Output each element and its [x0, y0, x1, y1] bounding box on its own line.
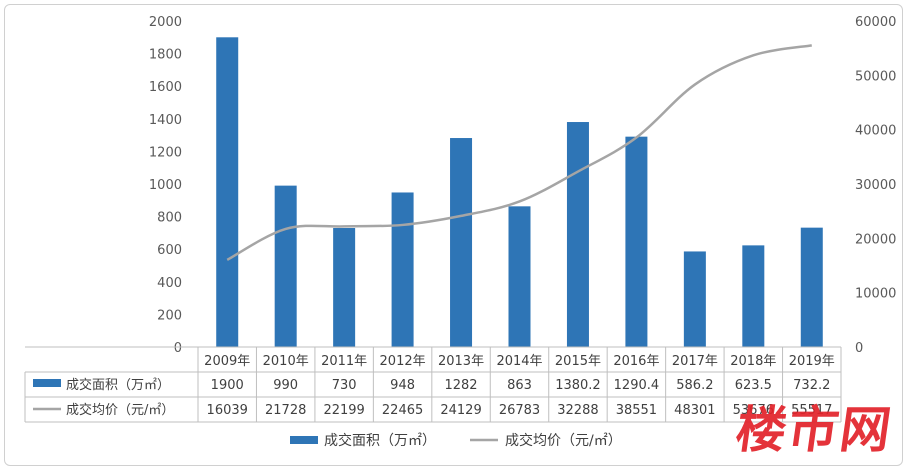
area-value-cell: 1380.2 — [555, 378, 601, 393]
area-value-cell: 1900 — [211, 378, 244, 393]
y-right-tick-label: 30000 — [855, 178, 896, 193]
y-right-tick-label: 0 — [855, 341, 863, 356]
bar — [333, 228, 356, 347]
area-value-cell: 863 — [507, 378, 532, 393]
price-value-cell: 24129 — [440, 403, 481, 418]
bar — [625, 136, 648, 347]
y-left-tick-label: 1200 — [149, 145, 182, 160]
category-label: 2011年 — [321, 354, 367, 369]
y-left-tick-label: 1400 — [149, 113, 182, 128]
y-right-tick-label: 10000 — [855, 287, 896, 302]
y-left-tick-label: 1000 — [149, 178, 182, 193]
bar — [683, 251, 706, 347]
bar — [800, 227, 823, 347]
price-value-cell: 32288 — [557, 403, 598, 418]
area-value-cell: 586.2 — [676, 378, 713, 393]
area-value-cell: 730 — [332, 378, 357, 393]
area-legend-key — [33, 379, 61, 387]
price-value-cell: 26783 — [499, 403, 540, 418]
legend-bar-swatch — [290, 436, 318, 444]
price-row-header: 成交均价（元/㎡） — [66, 402, 174, 418]
y-right-tick-label: 20000 — [855, 232, 896, 247]
area-value-cell: 1290.4 — [614, 378, 660, 393]
area-value-cell: 732.2 — [793, 378, 830, 393]
bar — [508, 206, 531, 347]
price-value-cell: 48301 — [674, 403, 715, 418]
y-right-tick-label: 60000 — [855, 15, 896, 30]
bar — [216, 37, 239, 348]
category-label: 2009年 — [204, 354, 250, 369]
category-label: 2012年 — [380, 354, 426, 369]
category-label: 2013年 — [438, 354, 484, 369]
category-label: 2016年 — [613, 354, 659, 369]
bar — [742, 245, 765, 347]
y-left-tick-label: 1800 — [149, 48, 182, 63]
category-label: 2018年 — [730, 354, 776, 369]
chart-frame — [4, 4, 903, 466]
price-line — [226, 44, 812, 261]
y-right-tick-label: 40000 — [855, 124, 896, 139]
category-label: 2019年 — [789, 354, 835, 369]
area-value-cell: 1282 — [444, 378, 477, 393]
price-value-cell: 22199 — [323, 403, 364, 418]
y-left-tick-label: 1600 — [149, 80, 182, 95]
y-left-tick-label: 600 — [157, 243, 182, 258]
watermark-logo: 楼市网 — [732, 401, 897, 459]
legend-price-label: 成交均价（元/㎡） — [505, 432, 622, 449]
category-label: 2014年 — [496, 354, 542, 369]
category-label: 2017年 — [672, 354, 718, 369]
y-left-tick-label: 0 — [174, 341, 182, 356]
bar — [391, 192, 414, 347]
y-left-tick-label: 200 — [157, 308, 182, 323]
price-value-cell: 55517 — [791, 403, 832, 418]
price-value-cell: 22465 — [382, 403, 423, 418]
category-label: 2010年 — [263, 354, 309, 369]
category-label: 2015年 — [555, 354, 601, 369]
area-value-cell: 948 — [390, 378, 415, 393]
bar — [450, 138, 473, 347]
area-row-header: 成交面积（万㎡） — [66, 377, 170, 393]
y-left-tick-label: 2000 — [149, 15, 182, 30]
legend-area-label: 成交面积（万㎡） — [324, 432, 436, 449]
y-right-tick-label: 50000 — [855, 69, 896, 84]
y-left-tick-label: 400 — [157, 276, 182, 291]
area-value-cell: 990 — [273, 378, 298, 393]
price-value-cell: 16039 — [207, 403, 248, 418]
area-value-cell: 623.5 — [735, 378, 772, 393]
price-value-cell: 38551 — [616, 403, 657, 418]
y-left-tick-label: 800 — [157, 211, 182, 226]
bar — [274, 185, 297, 347]
price-value-cell: 21728 — [265, 403, 306, 418]
price-value-cell: 53676 — [733, 403, 774, 418]
bar — [566, 122, 589, 347]
